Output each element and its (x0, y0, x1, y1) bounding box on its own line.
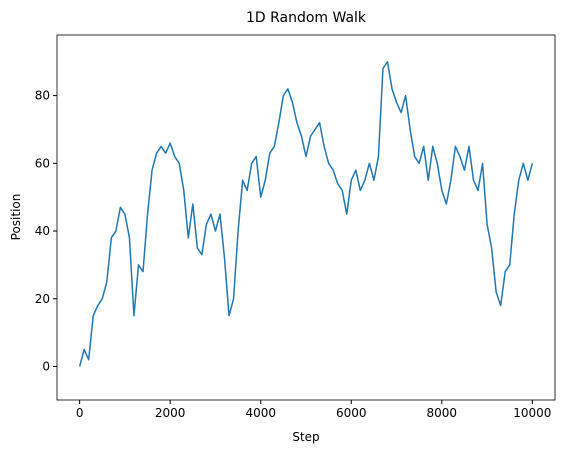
y-tick-label: 60 (35, 156, 50, 170)
x-axis-label: Step (292, 430, 319, 444)
x-tick-label: 2000 (155, 406, 186, 420)
x-tick-label: 6000 (336, 406, 367, 420)
y-tick-label: 40 (35, 224, 50, 238)
y-tick-label: 20 (35, 292, 50, 306)
x-tick-label: 8000 (427, 406, 458, 420)
x-tick-label: 10000 (513, 406, 551, 420)
plot-frame (56, 34, 556, 401)
y-tick-label: 0 (42, 359, 50, 373)
chart-title: 1D Random Walk (246, 10, 367, 26)
x-tick-label: 4000 (245, 406, 276, 420)
y-axis-label: Position (9, 194, 23, 241)
y-tick-label: 80 (35, 89, 50, 103)
data-line (78, 60, 534, 367)
x-tick-label: 0 (76, 406, 84, 420)
